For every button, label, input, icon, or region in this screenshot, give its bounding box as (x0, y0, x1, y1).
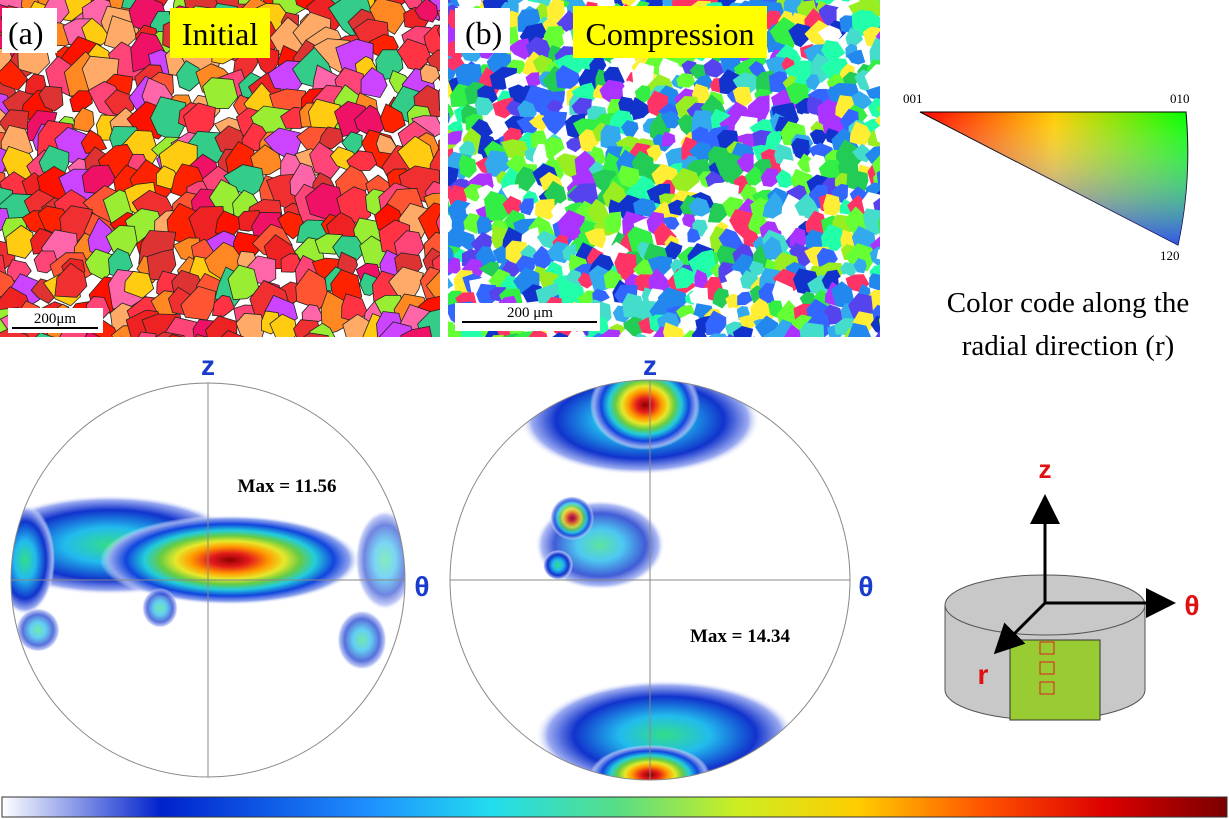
grain (46, 340, 74, 368)
grain (868, 162, 894, 188)
grain (241, 344, 266, 371)
pole-figure-2: z θ Max = 14.34 (450, 350, 874, 805)
grain (877, 99, 898, 118)
grain (749, 337, 765, 351)
grain (882, 67, 906, 90)
grain (822, 338, 834, 351)
panel-label: (b) (465, 15, 502, 51)
grain (157, 335, 203, 372)
grain (276, 343, 300, 367)
grain (321, 345, 344, 366)
axis-label: z (1039, 454, 1052, 484)
axis-label: θ (414, 571, 429, 602)
grain (27, 333, 60, 365)
panel-title: Initial (182, 16, 259, 52)
grain (869, 273, 884, 291)
axis-label: θ (1184, 590, 1199, 621)
grain (884, 270, 905, 294)
grain (236, 313, 264, 347)
grain (260, 341, 280, 363)
grain (0, 334, 18, 375)
grain (737, 292, 753, 306)
axis-label: r (978, 659, 989, 690)
panel-title: Compression (586, 16, 755, 52)
corner-label: 120 (1160, 248, 1180, 263)
pole-figure-1: z θ Max = 11.56 (0, 350, 430, 777)
corner-label: 001 (903, 91, 923, 106)
grain (519, 198, 534, 215)
grain (823, 194, 841, 216)
grain (422, 345, 454, 376)
grain (876, 20, 909, 50)
figure: (a) Initial 200μm (b) Compression 200 μm… (0, 0, 1229, 819)
grain (879, 22, 897, 40)
colorbar (2, 797, 1227, 817)
max-label: Max = 14.34 (690, 626, 791, 647)
grain (883, 64, 906, 82)
grain (884, 288, 909, 309)
grain (882, 300, 906, 324)
grain (879, 310, 901, 334)
grain (883, 137, 908, 168)
panel-label: (a) (8, 15, 44, 51)
grain (203, 78, 238, 109)
grain (882, 37, 905, 58)
grain (145, 332, 187, 369)
grain (490, 335, 504, 350)
corner-label: 010 (1170, 91, 1190, 106)
grain (136, 332, 156, 354)
grain (111, 337, 138, 370)
grain (599, 0, 615, 2)
ipf-key: 001 010 120 Color code along the radial … (903, 91, 1190, 362)
scale-bar-label: 200μm (34, 311, 77, 327)
max-label: Max = 11.56 (238, 476, 337, 497)
caption: radial direction (r) (962, 330, 1175, 362)
grain (878, 213, 902, 237)
caption: Color code along the (947, 287, 1189, 319)
grain (341, 339, 371, 366)
scale-bar-label: 200 μm (507, 305, 553, 321)
grain (879, 0, 907, 16)
axis-label: θ (858, 571, 873, 602)
grain (438, 336, 467, 366)
grain (800, 322, 825, 347)
axis-label: z (643, 350, 657, 381)
axis-label: z (201, 350, 215, 381)
schematic: z θ r (945, 454, 1200, 720)
grain (298, 333, 328, 364)
grain (357, 344, 390, 372)
grain (880, 0, 901, 2)
grain (839, 0, 855, 2)
